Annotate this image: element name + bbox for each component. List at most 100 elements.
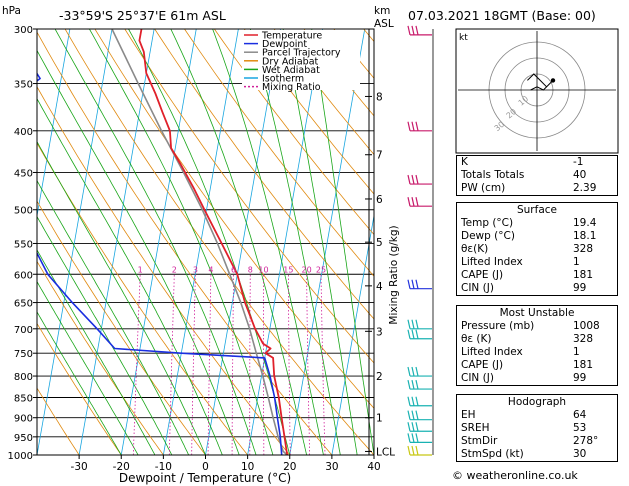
storm-motion-marker [550,78,556,83]
pressure-tick-label: 550 [14,239,33,250]
pressure-tick-label: 350 [14,80,33,91]
mixing-ratio-label: 1 [138,265,143,274]
dry-adiabat-line [243,29,374,195]
wind-barb-flag [411,379,415,390]
wind-barb-flag [407,366,411,377]
table-row: θε (K) 328 [457,333,617,346]
mixing-ratio-label: 25 [316,265,326,274]
most-unstable-title: Most Unstable [499,307,575,319]
mixing-ratio-label: 3 [193,265,198,274]
isotherm-line [289,29,366,455]
temperature-tick-label: -10 [155,461,172,473]
dry-adiabat-line [273,29,374,156]
wind-barb-flag [411,279,415,289]
wet-adiabat-line [249,29,341,455]
row-value: 64 [573,409,587,421]
wind-barb-flag [415,396,419,406]
km-label: km [374,5,390,17]
wet-adiabat-line [37,140,206,455]
wind-barb-flag [415,279,419,289]
row-label: Lifted Index [461,256,523,268]
isotherm-line [37,29,71,219]
wind-barb-flag [415,433,419,443]
wind-barb-flag [407,121,411,131]
mixing-ratio-label: 4 [208,265,213,274]
temperature-line [138,29,289,455]
row-label: SREH [461,422,490,434]
wind-barb-flag [407,433,411,443]
km-tick-label: LCL [376,446,395,458]
row-label: EH [461,409,476,421]
hodograph-table-panel: Hodograph EH 64 SREH 53 StmDir 278° StmSpd (kt… [456,394,618,462]
mixing-ratio-line [287,274,291,455]
legend-label: Temperature [261,31,322,42]
dry-adiabat-line [214,29,374,236]
table-row: StmDir 278° [457,435,617,448]
dry-adiabat-line [37,260,164,455]
wet-adiabat-line [212,29,324,455]
row-value: 19.4 [573,217,597,229]
wind-barb-flag [411,445,415,456]
km-tick-label: 7 [376,150,383,162]
row-value: 53 [573,422,587,434]
wind-barb-flag [411,319,415,329]
pressure-tick-label: 700 [14,325,33,336]
wet-adiabat-line [37,311,122,455]
row-label: PW (cm) [461,182,506,194]
wind-barb-flag [411,121,415,131]
isotherm-line [247,29,324,455]
table-row: CAPE (J) 181 [457,359,617,372]
dry-adiabat-line [184,29,374,277]
dry-adiabat-line [37,86,291,455]
table-row: Temp (°C) 19.4 [457,217,617,230]
location-title: -33°59'S 25°37'E 61m ASL [59,8,226,23]
table-row: SREH 53 [457,422,617,435]
datetime-title: 07.03.2021 18GMT (Base: 00) [408,8,596,23]
wind-barb-flag [407,319,411,329]
km-tick-label: 1 [376,413,383,425]
km-tick-label: 5 [376,237,383,249]
background-lines [37,29,374,455]
table-row: θε(K) 328 [457,243,617,256]
wet-adiabat-line [37,49,240,455]
pressure-tick-label: 400 [14,127,33,138]
temperature-tick-label: 30 [325,461,338,473]
row-label: CAPE (J) [461,269,504,281]
wind-barb-flag [415,410,419,420]
row-label: Pressure (mb) [461,320,535,332]
row-label: K [461,156,468,168]
pressure-tick-label: 850 [14,393,33,404]
row-label: CIN (J) [461,372,494,384]
wind-barb-flag [415,197,419,207]
mixing-ratio-label: 6 [231,265,236,274]
table-row: Lifted Index 1 [457,346,617,359]
pressure-tick-label: 500 [14,206,33,217]
pressure-tick-label: 800 [14,372,33,383]
mixing-ratio-label: 10 [258,265,268,274]
km-tick-label: 6 [376,194,383,206]
row-value: 2.39 [573,182,597,194]
table-row: PW (cm) 2.39 [457,182,617,195]
km-tick-label: 2 [376,371,383,383]
wind-barb-flag [407,445,411,456]
row-value: 181 [573,269,594,281]
profiles [37,29,289,455]
temperature-tick-label: -20 [113,461,130,473]
wet-adiabat-line [128,29,291,455]
table-row: CIN (J) 99 [457,372,617,385]
row-value: 99 [573,282,587,294]
wet-adiabat-line [89,29,274,455]
dry-adiabat-line [124,29,374,364]
wind-barb-flag [411,422,415,432]
isotherm-line [205,29,281,455]
mixing-ratio-label: 8 [248,265,253,274]
isotherm-line [37,29,113,455]
pressure-tick-label: 1000 [8,451,33,462]
wind-barb-flag [407,25,411,35]
pressure-tick-label: 300 [14,25,33,36]
wet-adiabat-line [282,29,358,455]
mixing-ratio-label: 2 [172,265,177,274]
wind-barb-flag [407,197,411,207]
row-label: StmSpd (kt) [461,448,524,460]
wind-barb-flag [415,445,419,456]
